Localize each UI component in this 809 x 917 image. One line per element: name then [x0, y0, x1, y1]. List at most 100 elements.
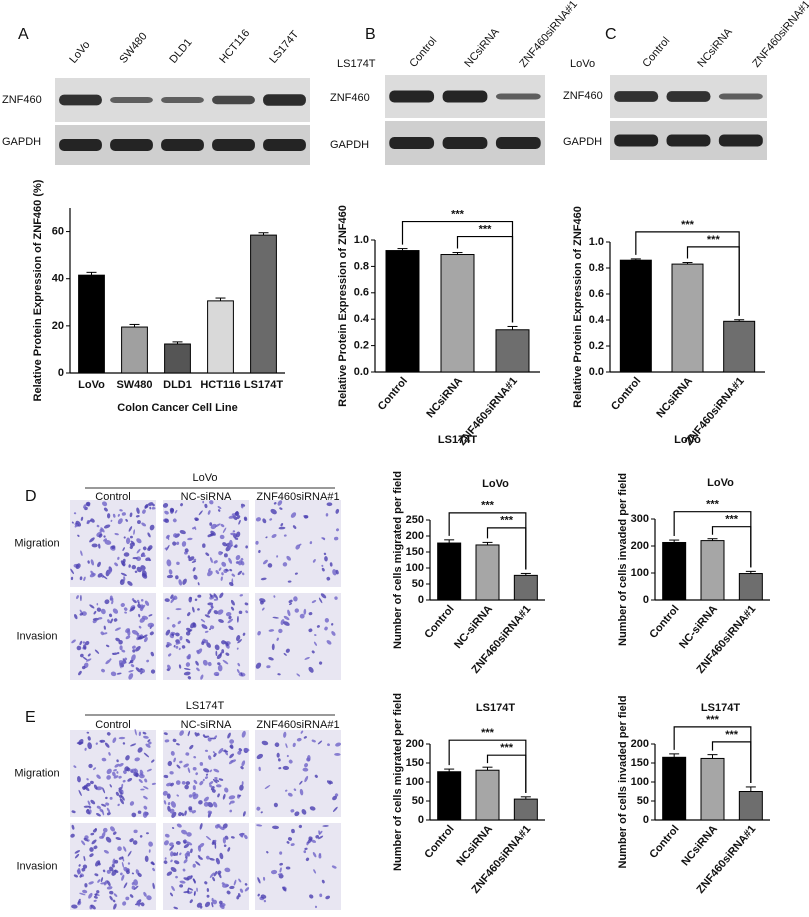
significance-label: *** — [481, 500, 495, 512]
cell — [225, 611, 232, 617]
cell — [131, 564, 137, 570]
cell — [279, 851, 283, 855]
cell — [204, 776, 208, 779]
cell — [218, 509, 221, 512]
cell — [183, 843, 190, 849]
y-tick-label: 100 — [631, 776, 649, 788]
cell — [117, 803, 120, 807]
y-axis-label: Number of cells invaded per field — [617, 696, 629, 869]
cell — [175, 632, 180, 637]
micrograph-bg — [255, 823, 341, 910]
cell — [229, 885, 235, 890]
significance-bracket — [456, 235, 514, 323]
cell — [110, 618, 114, 624]
cell — [304, 656, 310, 660]
cell — [220, 576, 223, 581]
cell — [240, 766, 244, 770]
cell — [229, 739, 235, 744]
cell — [222, 823, 228, 829]
blot-row-label: ZNF460 — [563, 90, 603, 102]
cell — [142, 546, 147, 551]
cell — [137, 747, 143, 753]
cell — [213, 801, 218, 808]
blot-band — [614, 134, 659, 147]
cell — [192, 606, 195, 613]
cell — [164, 598, 170, 602]
blot-cell-line: LoVo — [570, 58, 595, 70]
cell — [121, 783, 124, 788]
cell — [207, 570, 213, 577]
cell — [179, 635, 183, 641]
cell — [206, 888, 210, 893]
cell — [89, 537, 95, 543]
cell — [244, 883, 248, 886]
cell — [79, 874, 83, 878]
cell — [290, 512, 297, 518]
error-bar — [172, 341, 183, 345]
cell — [88, 805, 92, 809]
cell — [285, 743, 288, 749]
cell — [132, 840, 138, 845]
blot-row-label: ZNF460 — [2, 94, 42, 106]
cell — [221, 572, 224, 576]
cell — [163, 840, 169, 846]
cell — [290, 843, 295, 847]
cell — [273, 802, 278, 808]
error-bar — [129, 323, 140, 328]
image-column-label: Control — [95, 719, 130, 731]
bar — [207, 300, 234, 374]
cell — [123, 882, 128, 889]
cell — [118, 736, 126, 740]
cell — [219, 534, 225, 540]
significance-label: *** — [681, 219, 695, 231]
cell — [147, 547, 151, 551]
cell — [132, 649, 136, 653]
cell — [294, 811, 300, 817]
cell — [327, 743, 330, 747]
cell — [187, 537, 193, 541]
cell — [183, 859, 188, 864]
cell — [105, 644, 110, 648]
cell — [273, 502, 277, 505]
cell — [282, 765, 290, 770]
error-bar — [86, 271, 97, 276]
blot-lane-label: SW480 — [117, 30, 149, 65]
cell — [244, 602, 249, 606]
cell — [152, 503, 155, 507]
cell — [118, 775, 122, 779]
cell — [280, 523, 284, 527]
cell — [234, 537, 239, 540]
cell — [217, 506, 222, 509]
cell — [105, 796, 108, 800]
blot-band — [263, 139, 306, 151]
image-row-label: Invasion — [17, 860, 58, 872]
cell — [76, 741, 84, 745]
cell — [242, 632, 246, 636]
cell — [170, 859, 173, 863]
cell — [136, 566, 142, 573]
cell — [285, 648, 290, 653]
cell — [86, 519, 90, 525]
error-bar — [630, 258, 641, 261]
cell — [296, 673, 301, 677]
cell — [77, 898, 81, 904]
cell — [125, 518, 128, 522]
cell — [262, 559, 268, 565]
cell — [94, 893, 98, 897]
cell — [228, 795, 236, 800]
cell — [209, 784, 213, 788]
cell — [107, 619, 111, 624]
image-row-label: Migration — [14, 767, 59, 779]
cell — [142, 509, 146, 514]
blot-band — [718, 93, 763, 100]
cell — [239, 784, 244, 791]
cell — [77, 779, 80, 782]
cell — [81, 665, 86, 670]
cell — [238, 878, 242, 883]
cell — [173, 644, 176, 648]
y-axis-label: Relative Protein Expression of ZNF460 — [572, 206, 584, 408]
cell — [288, 602, 293, 606]
bar — [385, 250, 420, 373]
cell — [236, 635, 241, 642]
cell — [258, 766, 261, 772]
